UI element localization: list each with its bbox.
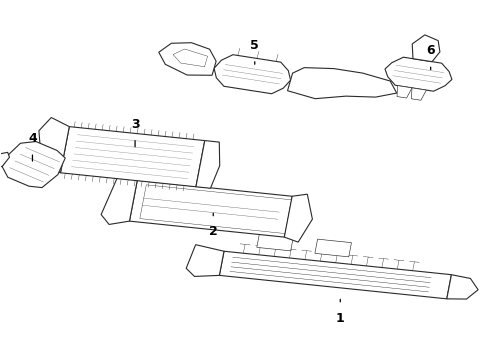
Polygon shape — [60, 127, 205, 187]
Polygon shape — [0, 152, 9, 167]
Text: 3: 3 — [131, 118, 139, 147]
Text: 4: 4 — [28, 132, 37, 161]
Polygon shape — [412, 35, 440, 62]
Polygon shape — [39, 117, 69, 173]
Polygon shape — [159, 43, 216, 75]
Polygon shape — [411, 88, 426, 100]
Polygon shape — [257, 233, 294, 251]
Polygon shape — [220, 251, 451, 299]
Polygon shape — [284, 194, 313, 242]
Polygon shape — [214, 55, 291, 94]
Text: 2: 2 — [209, 213, 218, 238]
Polygon shape — [140, 185, 292, 234]
Polygon shape — [129, 180, 292, 237]
Text: 1: 1 — [336, 299, 344, 325]
Text: 5: 5 — [250, 39, 259, 64]
Polygon shape — [2, 141, 65, 188]
Polygon shape — [186, 245, 224, 276]
Polygon shape — [196, 141, 220, 188]
Polygon shape — [288, 68, 397, 99]
Polygon shape — [447, 275, 478, 299]
Polygon shape — [385, 57, 452, 91]
Polygon shape — [101, 175, 137, 224]
Polygon shape — [315, 239, 351, 257]
Text: 6: 6 — [426, 44, 435, 69]
Polygon shape — [397, 86, 412, 98]
